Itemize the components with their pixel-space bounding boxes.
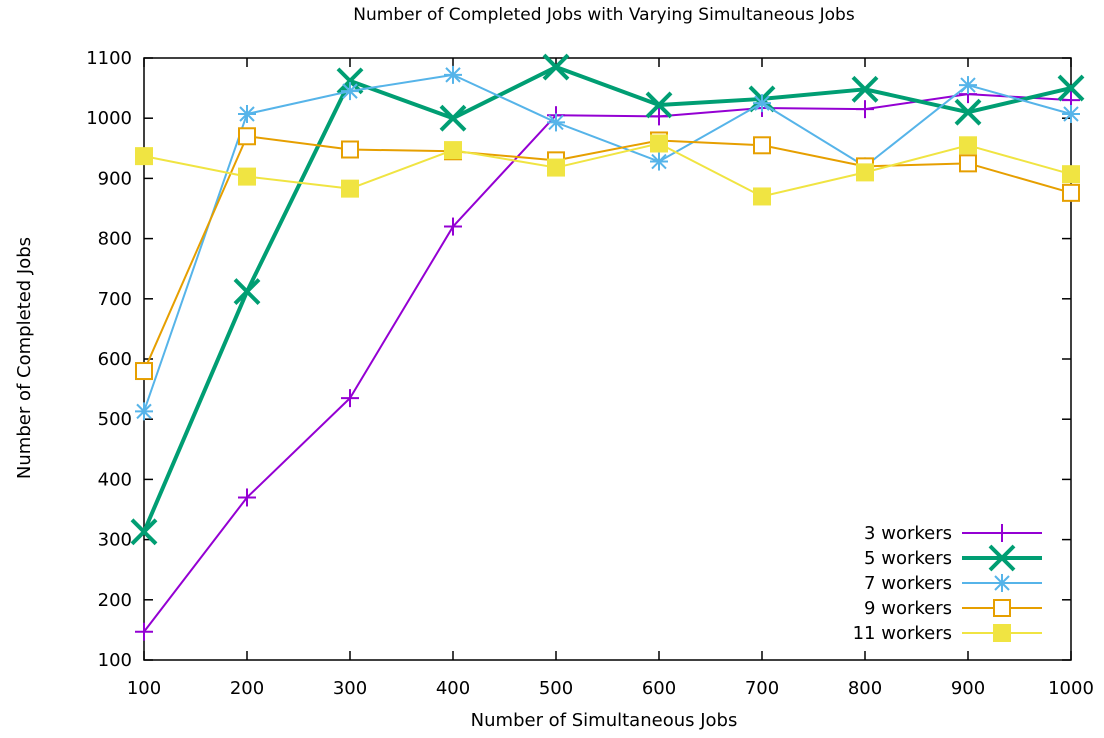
x-tick-label: 800 xyxy=(848,678,882,699)
data-point xyxy=(650,152,668,171)
data-point xyxy=(341,179,359,198)
data-point xyxy=(439,104,467,132)
data-point xyxy=(135,622,153,641)
data-point xyxy=(959,76,977,95)
series-11-workers-line xyxy=(143,142,1072,198)
series-layer xyxy=(130,53,1085,641)
axis-ticks: 100 200 300 400 500 600 700 800 900 1000 100 200 300… xyxy=(86,48,1094,699)
x-tick-label: 200 xyxy=(230,678,264,699)
data-point xyxy=(238,127,256,146)
data-point xyxy=(135,147,153,166)
data-point xyxy=(856,163,874,182)
x-tick-label: 400 xyxy=(436,678,470,699)
data-point xyxy=(954,98,982,126)
y-tick-label: 300 xyxy=(98,530,132,551)
data-point xyxy=(444,65,462,84)
data-point xyxy=(547,158,565,177)
legend-label: 9 workers xyxy=(864,598,952,619)
data-point xyxy=(542,53,570,81)
data-point xyxy=(1057,74,1085,102)
legend-swatch-marker xyxy=(993,624,1011,642)
data-point xyxy=(1062,165,1080,184)
y-tick-label: 900 xyxy=(98,168,132,189)
x-axis-label: Number of Simultaneous Jobs xyxy=(471,710,738,731)
data-point xyxy=(444,141,462,160)
legend-swatch-marker xyxy=(993,524,1011,542)
legend-item: 9 workers xyxy=(864,598,1042,619)
data-point xyxy=(233,278,261,305)
y-tick-label: 1000 xyxy=(86,108,132,129)
x-tick-label: 500 xyxy=(539,678,573,699)
series-9-workers xyxy=(135,127,1080,381)
y-tick-label: 100 xyxy=(98,650,132,671)
legend-label: 5 workers xyxy=(864,548,952,569)
legend-swatch-marker xyxy=(993,599,1011,617)
legend-item: 5 workers xyxy=(864,544,1042,572)
x-tick-label: 700 xyxy=(745,678,779,699)
legend-swatch-marker xyxy=(993,574,1011,592)
chart-title: Number of Completed Jobs with Varying Si… xyxy=(353,5,855,25)
data-point xyxy=(238,167,256,186)
y-tick-label: 400 xyxy=(98,469,132,490)
x-tick-label: 1000 xyxy=(1048,678,1094,699)
data-point xyxy=(753,187,771,206)
y-axis-label: Number of Completed Jobs xyxy=(14,237,35,479)
data-point xyxy=(959,154,977,173)
data-point xyxy=(1062,183,1080,202)
data-point xyxy=(645,91,673,119)
legend-label: 11 workers xyxy=(853,623,952,644)
series-7-workers-line xyxy=(143,73,1072,412)
data-point xyxy=(851,75,879,103)
series-5-workers-line xyxy=(142,65,1072,533)
x-tick-label: 900 xyxy=(951,678,985,699)
data-point xyxy=(135,362,153,381)
series-11-workers xyxy=(135,134,1080,206)
series-7-workers xyxy=(135,65,1080,421)
x-tick-label: 600 xyxy=(642,678,676,699)
data-point xyxy=(238,488,256,507)
legend-swatch-marker xyxy=(988,544,1016,572)
legend-label: 7 workers xyxy=(864,573,952,594)
y-tick-label: 200 xyxy=(98,590,132,611)
data-point xyxy=(650,107,668,126)
data-point xyxy=(130,518,158,546)
y-tick-label: 600 xyxy=(98,349,132,370)
legend-label: 3 workers xyxy=(864,523,952,544)
legend-item: 7 workers xyxy=(864,573,1042,594)
data-point xyxy=(753,136,771,155)
data-point xyxy=(341,82,359,101)
data-point xyxy=(341,140,359,159)
legend-item: 3 workers xyxy=(864,523,1042,544)
x-tick-label: 100 xyxy=(127,678,161,699)
data-point xyxy=(341,389,359,408)
y-tick-label: 700 xyxy=(98,289,132,310)
data-point xyxy=(650,134,668,153)
data-point xyxy=(547,113,565,132)
data-point xyxy=(856,100,874,119)
data-point xyxy=(753,94,771,113)
data-point xyxy=(444,217,462,236)
data-point xyxy=(959,136,977,155)
x-tick-label: 300 xyxy=(333,678,367,699)
y-tick-label: 1100 xyxy=(86,48,132,69)
y-tick-label: 800 xyxy=(98,229,132,250)
data-point xyxy=(1062,104,1080,123)
data-point xyxy=(135,402,153,421)
legend-item: 11 workers xyxy=(853,623,1042,644)
plot-frame xyxy=(143,57,1072,661)
y-tick-label: 500 xyxy=(98,409,132,430)
data-point xyxy=(238,104,256,123)
series-9-workers-line xyxy=(143,135,1072,372)
legend: 3 workers 5 workers 7 workers 9 workers 11 w… xyxy=(853,523,1042,644)
